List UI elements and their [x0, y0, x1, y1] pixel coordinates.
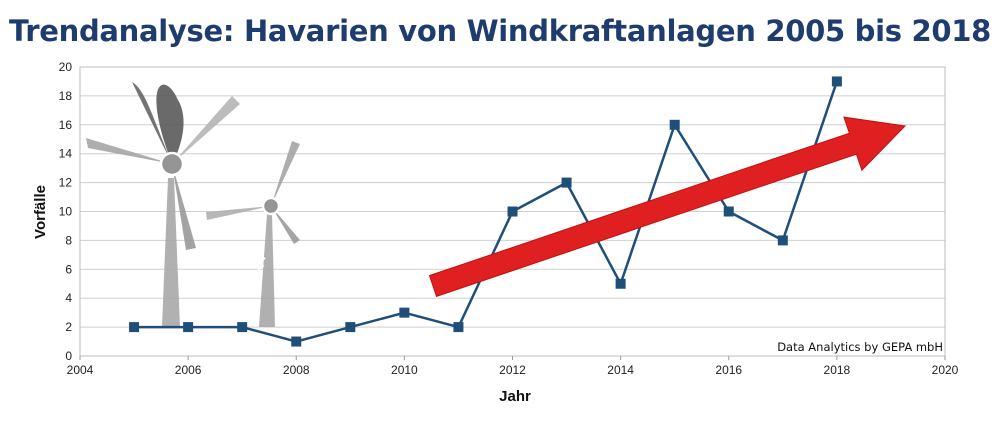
data-point	[561, 177, 572, 188]
x-tick-label: 2008	[283, 363, 310, 377]
y-tick-label: 4	[65, 291, 72, 305]
wind-turbine-burning-icon	[86, 82, 240, 327]
data-point	[777, 235, 788, 246]
axes: 0 2 4 6 8 10 12 14 16 18 20 2004 2006 2008 2010 2012 201…	[59, 60, 959, 377]
data-point	[507, 206, 518, 217]
x-tick-label: 2018	[824, 363, 851, 377]
y-axis-label: Vorfälle	[32, 185, 49, 239]
x-tick-label: 2016	[715, 363, 742, 377]
x-tick-label: 2014	[607, 363, 634, 377]
x-tick-label: 2004	[67, 363, 94, 377]
gridlines	[79, 66, 946, 357]
flame-icon	[156, 84, 184, 164]
x-tick-label: 2020	[932, 363, 959, 377]
data-point	[291, 336, 302, 347]
y-tick-label: 18	[59, 89, 73, 103]
data-point	[345, 322, 356, 333]
x-tick-label: 2012	[499, 363, 526, 377]
data-point	[615, 278, 626, 289]
wind-turbine-broken-icon	[206, 141, 300, 327]
y-tick-label: 20	[59, 60, 73, 74]
x-tick-label: 2006	[175, 363, 202, 377]
x-axis-label: Jahr	[499, 388, 531, 405]
chart-title: Trendanalyse: Havarien von Windkraftanla…	[8, 14, 992, 48]
data-point	[399, 307, 410, 318]
data-point	[129, 322, 140, 333]
y-tick-label: 14	[59, 147, 73, 161]
data-point	[183, 322, 194, 333]
credit-annotation: Data Analytics by GEPA mbH	[777, 340, 943, 354]
data-point	[723, 206, 734, 217]
trend-arrow-icon	[428, 116, 907, 298]
y-tick-label: 0	[65, 349, 72, 363]
x-tick-label: 2010	[391, 363, 418, 377]
y-tick-label: 12	[59, 176, 73, 190]
y-tick-label: 8	[65, 233, 72, 247]
data-point	[453, 322, 464, 333]
data-point	[237, 322, 248, 333]
y-tick-label: 10	[59, 205, 73, 219]
data-point	[669, 119, 680, 130]
data-point	[831, 76, 842, 87]
y-tick-label: 6	[65, 262, 72, 276]
y-tick-label: 16	[59, 118, 73, 132]
y-tick-label: 2	[65, 320, 72, 334]
